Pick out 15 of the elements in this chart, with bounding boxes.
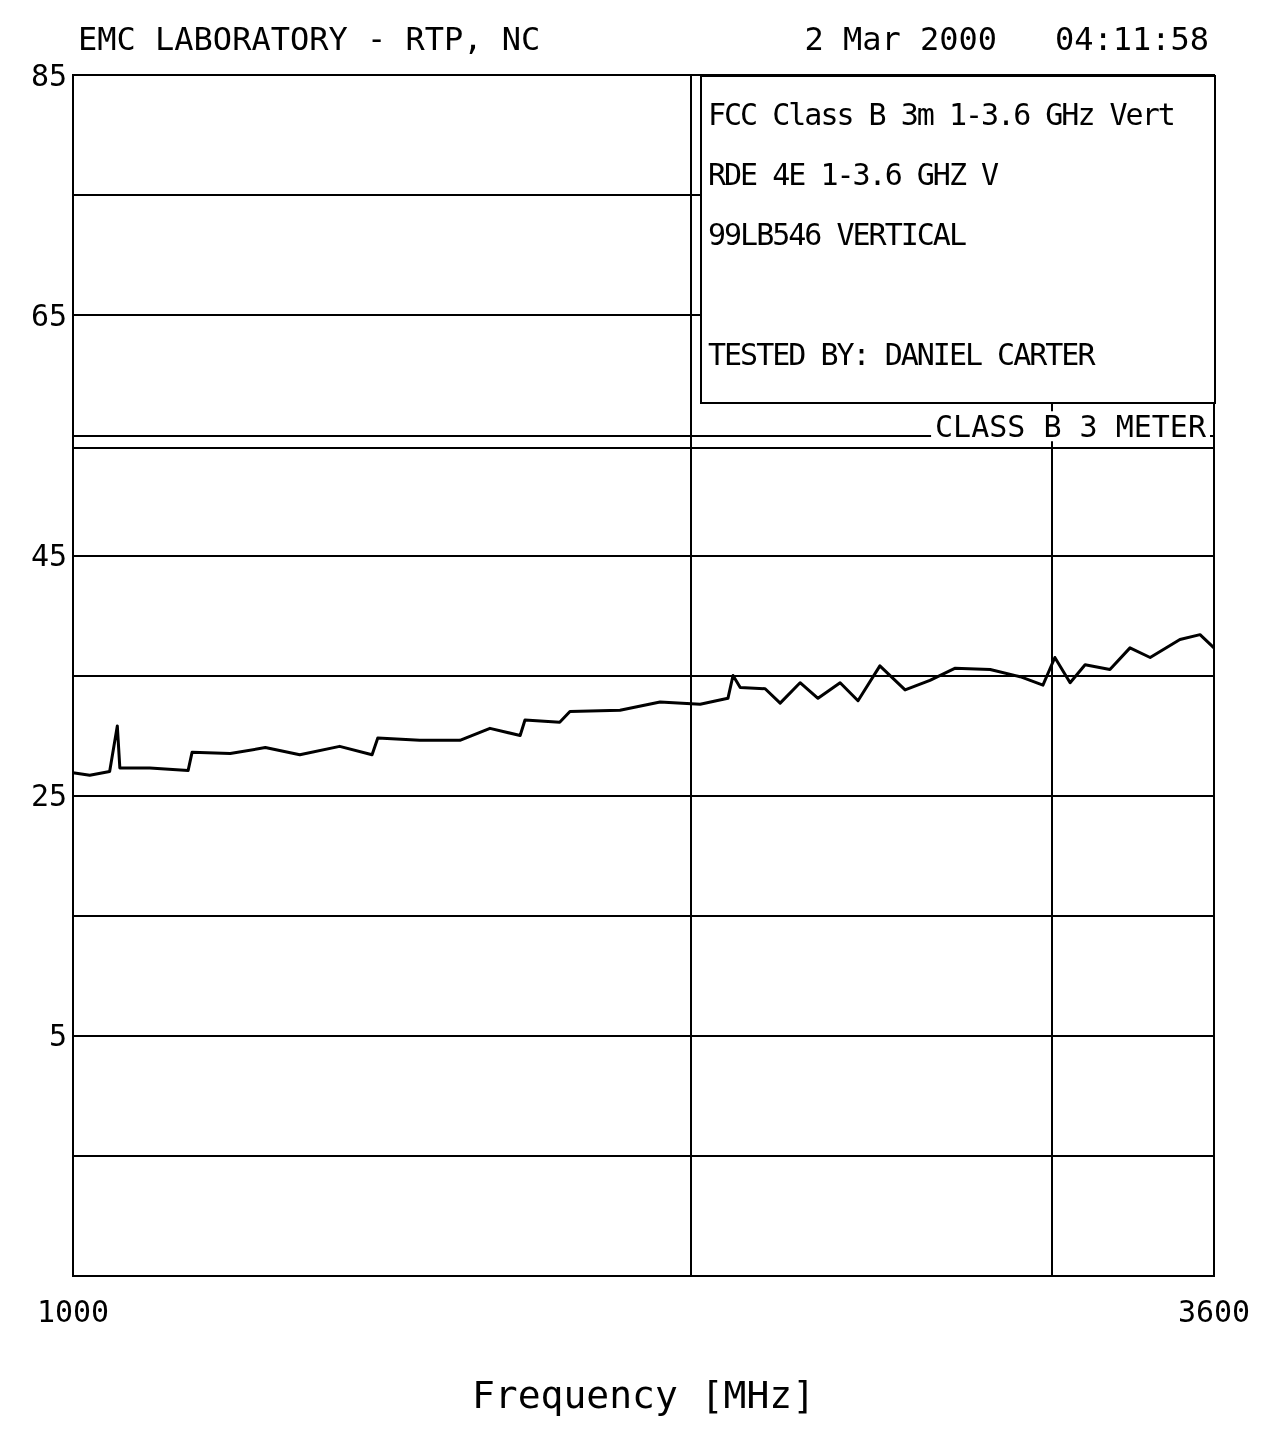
y-tick-label: 65 [30,297,67,333]
ref-line-label: CLASS B 3 METER [935,408,1207,444]
chart-title: EMC LABORATORY - RTP, NC [78,20,541,58]
x-tick-label: 1000 [36,1293,110,1329]
y-tick-label: 85 [30,57,67,93]
annotation: RDE 4E 1-3.6 GHZ V [707,156,999,194]
annotation: 99LB546 VERTICAL [707,216,967,254]
y-tick-label: 25 [30,778,67,814]
annotation: FCC Class B 3m 1-3.6 GHz Vert [707,96,1175,134]
annotation: TESTED BY: DANIEL CARTER [707,336,1096,374]
y-tick-label: 45 [30,537,67,573]
y-tick-label: 5 [48,1018,67,1054]
x-axis-title: Frequency [MHz] [471,1373,816,1417]
chart-subtitle: 2 Mar 2000 04:11:58 [804,20,1209,58]
x-tick-label: 3600 [1177,1293,1251,1329]
